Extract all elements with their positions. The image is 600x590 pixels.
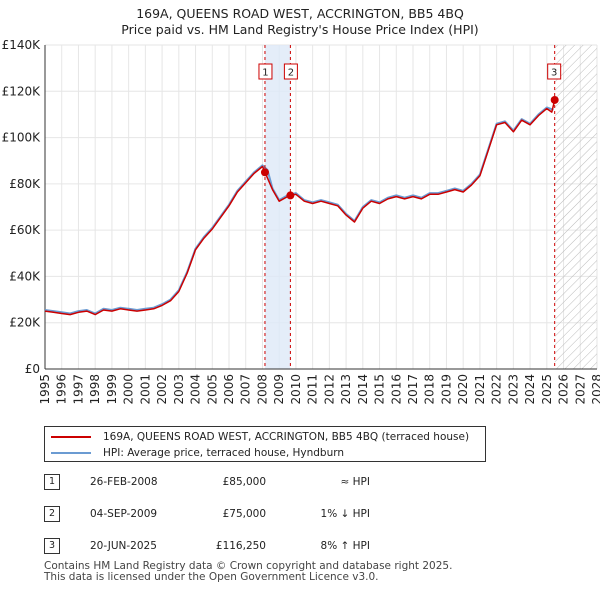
sale-point — [260, 168, 269, 177]
sale-hpi-comparison: 1% ↓ HPI — [320, 508, 370, 520]
y-tick-label: £20K — [9, 316, 41, 330]
x-tick-label: 2011 — [306, 374, 320, 405]
y-tick-label: £140K — [2, 38, 42, 52]
x-tick-label: 2015 — [373, 374, 387, 405]
x-tick-label: 2017 — [406, 374, 420, 405]
x-tick-label: 2021 — [473, 374, 487, 405]
sale-row: 3 20-JUN-2025 £116,250 8% ↑ HPI — [44, 538, 564, 556]
x-tick-label: 2000 — [122, 374, 136, 405]
sale-date: 26-FEB-2008 — [90, 476, 158, 488]
sale-marker-box — [547, 63, 562, 80]
plot-area — [45, 45, 597, 369]
legend-swatch-property — [51, 436, 91, 438]
y-tick-label: £100K — [2, 131, 42, 145]
x-tick-label: 2003 — [172, 374, 186, 405]
legend-label-property: 169A, QUEENS ROAD WEST, ACCRINGTON, BB5 … — [103, 431, 470, 443]
legend-item-hpi: HPI: Average price, terraced house, Hynd… — [51, 446, 344, 460]
y-tick-label: £40K — [9, 269, 41, 283]
hpi-series-line — [44, 106, 554, 315]
chart-subtitle: Price paid vs. HM Land Registry's House … — [121, 22, 479, 37]
x-tick-label: 2028 — [590, 374, 600, 405]
sale-number-badge: 1 — [44, 474, 60, 490]
sale-number-badge: 3 — [44, 538, 60, 554]
shaded-period — [264, 45, 291, 369]
sale-date: 04-SEP-2009 — [90, 508, 158, 520]
y-tick-label: £80K — [9, 177, 41, 191]
sale-marker-box — [258, 63, 273, 80]
x-tick-label: 2012 — [322, 374, 336, 405]
x-tick-label: 2006 — [222, 374, 236, 405]
legend-label-hpi: HPI: Average price, terraced house, Hynd… — [103, 447, 345, 459]
x-tick-label: 2027 — [573, 374, 587, 405]
sale-date: 20-JUN-2025 — [90, 540, 157, 552]
sale-price: £75,000 — [222, 508, 266, 520]
x-tick-label: 2013 — [339, 374, 353, 405]
x-tick-label: 1995 — [38, 374, 52, 405]
sale-hpi-comparison: 8% ↑ HPI — [320, 540, 370, 552]
y-tick-label: £0 — [25, 362, 40, 376]
x-tick-label: 1996 — [55, 374, 69, 405]
sale-hpi-comparison: ≈ HPI — [340, 476, 370, 488]
x-tick-label: 1999 — [105, 374, 119, 405]
x-tick-label: 2009 — [272, 374, 286, 405]
x-tick-label: 2001 — [138, 374, 152, 405]
legend-swatch-hpi — [51, 452, 91, 454]
x-tick-label: 2014 — [356, 374, 370, 405]
sale-price: £116,250 — [215, 540, 266, 552]
chart-title: 169A, QUEENS ROAD WEST, ACCRINGTON, BB5 … — [136, 6, 464, 21]
sale-marker-label: 2 — [288, 68, 294, 79]
sale-point — [286, 191, 295, 200]
footer-copyright: Contains HM Land Registry data © Crown c… — [44, 560, 453, 572]
footer-licence: This data is licensed under the Open Gov… — [44, 571, 379, 583]
x-tick-label: 2020 — [456, 374, 470, 405]
sale-row: 1 26-FEB-2008 £85,000 ≈ HPI — [44, 474, 564, 492]
x-tick-label: 2018 — [423, 374, 437, 405]
legend-item-property: 169A, QUEENS ROAD WEST, ACCRINGTON, BB5 … — [51, 430, 469, 444]
x-tick-label: 2007 — [239, 374, 253, 405]
x-tick-label: 1997 — [71, 374, 85, 405]
sale-point — [550, 95, 559, 104]
sale-marker-box — [283, 63, 298, 80]
x-tick-label: 2019 — [439, 374, 453, 405]
y-tick-label: £60K — [9, 223, 41, 237]
x-tick-label: 2024 — [523, 374, 537, 405]
x-tick-label: 2005 — [205, 374, 219, 405]
x-tick-label: 2016 — [389, 374, 403, 405]
x-tick-label: 2008 — [255, 374, 269, 405]
footer: Contains HM Land Registry data © Crown c… — [44, 561, 452, 583]
x-tick-label: 2023 — [506, 374, 520, 405]
sale-marker-label: 3 — [551, 68, 557, 79]
x-tick-label: 2022 — [490, 374, 504, 405]
x-tick-label: 2004 — [189, 374, 203, 405]
sale-marker-label: 1 — [262, 68, 268, 79]
x-tick-label: 2025 — [540, 374, 554, 405]
x-tick-label: 2002 — [155, 374, 169, 405]
sale-price: £85,000 — [222, 476, 266, 488]
sale-number-badge: 2 — [44, 506, 60, 522]
legend: 169A, QUEENS ROAD WEST, ACCRINGTON, BB5 … — [44, 426, 486, 462]
property-series-line — [44, 99, 556, 316]
y-tick-label: £120K — [2, 84, 42, 98]
forecast-hatch-region — [554, 45, 597, 369]
sale-row: 2 04-SEP-2009 £75,000 1% ↓ HPI — [44, 506, 564, 524]
x-tick-label: 2010 — [289, 374, 303, 405]
x-tick-label: 1998 — [88, 374, 102, 405]
x-tick-label: 2026 — [557, 374, 571, 405]
